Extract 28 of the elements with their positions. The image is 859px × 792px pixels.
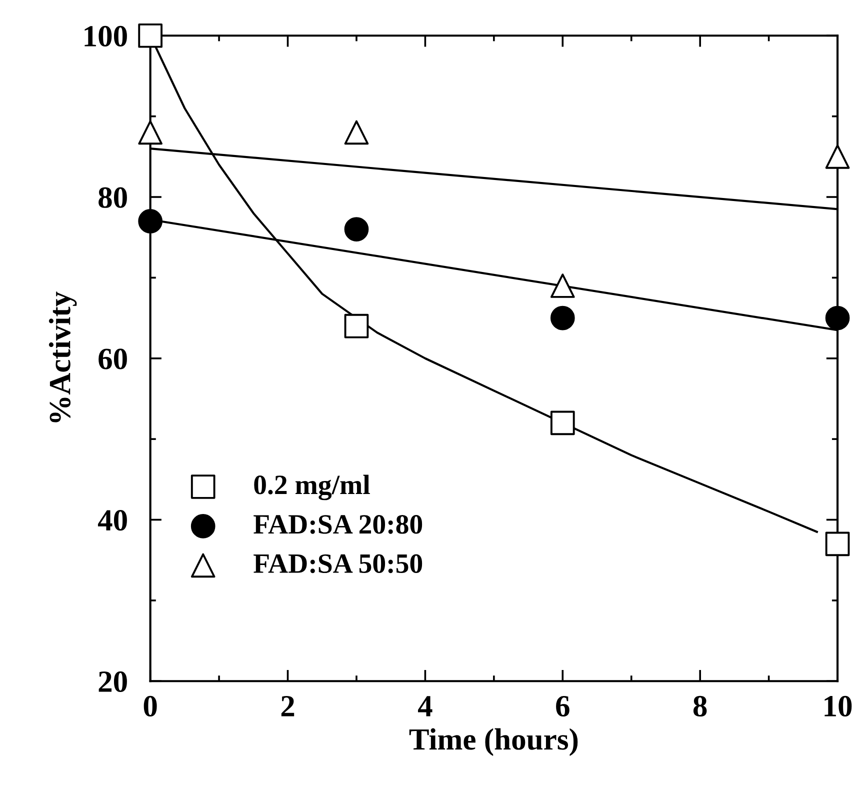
x-tick-label: 6 [556,696,570,717]
x-tick-label: 0 [144,696,157,717]
y-tick-label: 60 [98,348,127,370]
legend-label: 0.2 mg/ml [254,474,370,500]
point [825,306,850,330]
point [550,410,575,436]
x-tick-label: 4 [418,696,432,716]
point [344,314,369,338]
y-tick-label: 40 [98,510,127,531]
point [344,120,369,145]
point [825,532,850,556]
point [138,23,162,48]
x-tick-label: 8 [693,696,707,717]
point [550,274,575,298]
legend-label: FAD:SA 50:50 [254,554,422,574]
x-tick-label: 10 [824,696,852,717]
y-axis-title: %Activity [48,292,77,422]
y-tick-label: 20 [98,671,127,692]
y-tick-label: 100 [84,26,127,47]
x-tick-label: 2 [281,696,294,716]
legend-label: FAD:SA 20:80 [254,515,422,534]
point [550,306,575,330]
point [825,144,850,169]
point [344,217,369,242]
point [138,120,162,145]
y-tick-label: 80 [98,187,127,208]
point [138,209,162,234]
x-axis-title: Time (hours) [409,728,578,756]
